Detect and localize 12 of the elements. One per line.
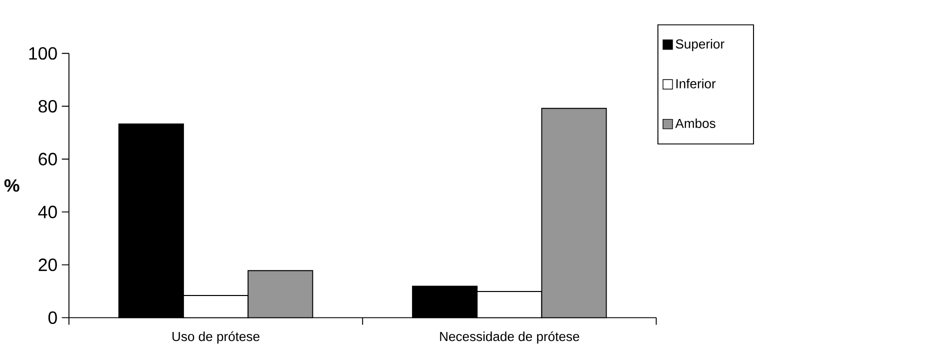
x-tick-label: Necessidade de prótese <box>440 331 580 344</box>
x-tick-label: Uso de prótese <box>172 331 260 344</box>
y-tick-label: 40 <box>38 206 57 218</box>
legend-label: Ambos <box>675 118 716 128</box>
y-tick-label: 0 <box>48 311 57 324</box>
y-tick-label: 80 <box>38 100 57 112</box>
y-tick-label: 20 <box>38 258 57 271</box>
legend-label: Inferior <box>676 78 716 88</box>
y-tick-label: 100 <box>29 46 57 60</box>
y-tick-label: 60 <box>38 152 57 166</box>
y-axis-title: % <box>4 179 20 192</box>
legend-label: Superior <box>676 38 724 52</box>
